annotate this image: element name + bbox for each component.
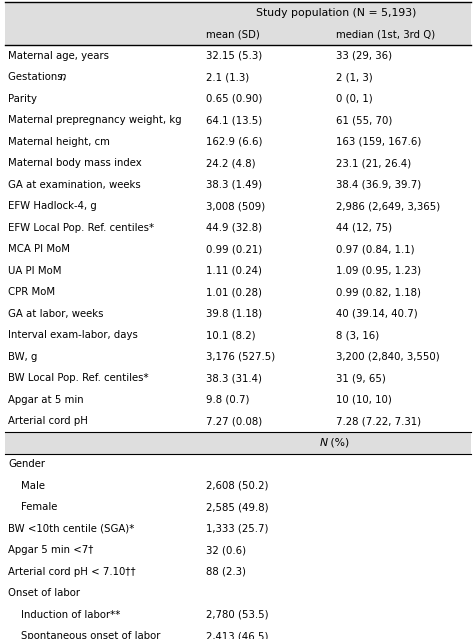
Text: GA at labor, weeks: GA at labor, weeks — [8, 309, 103, 319]
Text: 0 (0, 1): 0 (0, 1) — [336, 94, 373, 104]
Text: 39.8 (1.18): 39.8 (1.18) — [206, 309, 262, 319]
Text: BW, g: BW, g — [8, 351, 37, 362]
Text: 2,585 (49.8): 2,585 (49.8) — [206, 502, 269, 512]
Text: (%): (%) — [328, 438, 350, 448]
Text: 0.97 (0.84, 1.1): 0.97 (0.84, 1.1) — [336, 244, 415, 254]
Text: Maternal height, cm: Maternal height, cm — [8, 137, 110, 147]
Text: 44 (12, 75): 44 (12, 75) — [336, 223, 392, 233]
Text: median (1st, 3rd Q): median (1st, 3rd Q) — [336, 29, 435, 39]
Text: 38.4 (36.9, 39.7): 38.4 (36.9, 39.7) — [336, 180, 421, 190]
Text: 0.65 (0.90): 0.65 (0.90) — [206, 94, 263, 104]
Text: Maternal prepregnancy weight, kg: Maternal prepregnancy weight, kg — [8, 115, 182, 125]
Text: 7.27 (0.08): 7.27 (0.08) — [206, 416, 262, 426]
Text: 3,008 (509): 3,008 (509) — [206, 201, 265, 212]
Text: n: n — [60, 72, 66, 82]
Text: Arterial cord pH: Arterial cord pH — [8, 416, 88, 426]
Text: GA at examination, weeks: GA at examination, weeks — [8, 180, 141, 190]
Text: 40 (39.14, 40.7): 40 (39.14, 40.7) — [336, 309, 418, 319]
Text: 32 (0.6): 32 (0.6) — [206, 545, 246, 555]
Text: CPR MoM: CPR MoM — [8, 288, 55, 297]
Text: 2 (1, 3): 2 (1, 3) — [336, 72, 373, 82]
Text: BW <10th centile (SGA)*: BW <10th centile (SGA)* — [8, 524, 134, 534]
Text: 64.1 (13.5): 64.1 (13.5) — [206, 115, 262, 125]
Text: 24.2 (4.8): 24.2 (4.8) — [206, 158, 255, 168]
Text: 61 (55, 70): 61 (55, 70) — [336, 115, 392, 125]
Text: Gender: Gender — [8, 459, 45, 469]
Text: MCA PI MoM: MCA PI MoM — [8, 244, 70, 254]
Text: Arterial cord pH < 7.10††: Arterial cord pH < 7.10†† — [8, 567, 136, 577]
Text: 1.01 (0.28): 1.01 (0.28) — [206, 288, 262, 297]
Text: Onset of labor: Onset of labor — [8, 589, 80, 598]
Text: 23.1 (21, 26.4): 23.1 (21, 26.4) — [336, 158, 411, 168]
Text: 88 (2.3): 88 (2.3) — [206, 567, 246, 577]
Text: 33 (29, 36): 33 (29, 36) — [336, 50, 392, 61]
Text: EFW Local Pop. Ref. centiles*: EFW Local Pop. Ref. centiles* — [8, 223, 154, 233]
Text: Parity: Parity — [8, 94, 37, 104]
Text: Maternal body mass index: Maternal body mass index — [8, 158, 142, 168]
Bar — [5, 2, 471, 24]
Text: Male: Male — [8, 481, 45, 491]
Text: 0.99 (0.82, 1.18): 0.99 (0.82, 1.18) — [336, 288, 421, 297]
Text: Induction of labor**: Induction of labor** — [8, 610, 120, 620]
Text: 2,413 (46.5): 2,413 (46.5) — [206, 631, 268, 639]
Text: 10 (10, 10): 10 (10, 10) — [336, 395, 392, 404]
Text: 38.3 (1.49): 38.3 (1.49) — [206, 180, 262, 190]
Text: 9.8 (0.7): 9.8 (0.7) — [206, 395, 249, 404]
Text: 162.9 (6.6): 162.9 (6.6) — [206, 137, 263, 147]
Text: Maternal age, years: Maternal age, years — [8, 50, 109, 61]
Text: 32.15 (5.3): 32.15 (5.3) — [206, 50, 262, 61]
Text: 163 (159, 167.6): 163 (159, 167.6) — [336, 137, 421, 147]
Text: 1,333 (25.7): 1,333 (25.7) — [206, 524, 268, 534]
Text: mean (SD): mean (SD) — [206, 29, 260, 39]
Bar — [5, 24, 471, 45]
Text: Apgar at 5 min: Apgar at 5 min — [8, 395, 83, 404]
Text: 3,200 (2,840, 3,550): 3,200 (2,840, 3,550) — [336, 351, 440, 362]
Text: 0.99 (0.21): 0.99 (0.21) — [206, 244, 262, 254]
Bar — [5, 432, 471, 454]
Text: Gestations,: Gestations, — [8, 72, 69, 82]
Text: 38.3 (31.4): 38.3 (31.4) — [206, 373, 262, 383]
Text: 7.28 (7.22, 7.31): 7.28 (7.22, 7.31) — [336, 416, 421, 426]
Text: 1.11 (0.24): 1.11 (0.24) — [206, 266, 262, 276]
Text: 10.1 (8.2): 10.1 (8.2) — [206, 330, 255, 340]
Text: 8 (3, 16): 8 (3, 16) — [336, 330, 379, 340]
Text: Apgar 5 min <7†: Apgar 5 min <7† — [8, 545, 93, 555]
Text: 2,608 (50.2): 2,608 (50.2) — [206, 481, 268, 491]
Text: 31 (9, 65): 31 (9, 65) — [336, 373, 386, 383]
Text: Interval exam-labor, days: Interval exam-labor, days — [8, 330, 138, 340]
Text: 2,780 (53.5): 2,780 (53.5) — [206, 610, 269, 620]
Text: Study population (N = 5,193): Study population (N = 5,193) — [256, 8, 417, 18]
Text: 1.09 (0.95, 1.23): 1.09 (0.95, 1.23) — [336, 266, 421, 276]
Text: BW Local Pop. Ref. centiles*: BW Local Pop. Ref. centiles* — [8, 373, 149, 383]
Text: UA PI MoM: UA PI MoM — [8, 266, 62, 276]
Text: EFW Hadlock-4, g: EFW Hadlock-4, g — [8, 201, 97, 212]
Text: 2.1 (1.3): 2.1 (1.3) — [206, 72, 249, 82]
Text: N: N — [319, 438, 328, 448]
Text: 3,176 (527.5): 3,176 (527.5) — [206, 351, 275, 362]
Text: 44.9 (32.8): 44.9 (32.8) — [206, 223, 262, 233]
Text: Spontaneous onset of labor: Spontaneous onset of labor — [8, 631, 160, 639]
Text: 2,986 (2,649, 3,365): 2,986 (2,649, 3,365) — [336, 201, 440, 212]
Text: Female: Female — [8, 502, 57, 512]
